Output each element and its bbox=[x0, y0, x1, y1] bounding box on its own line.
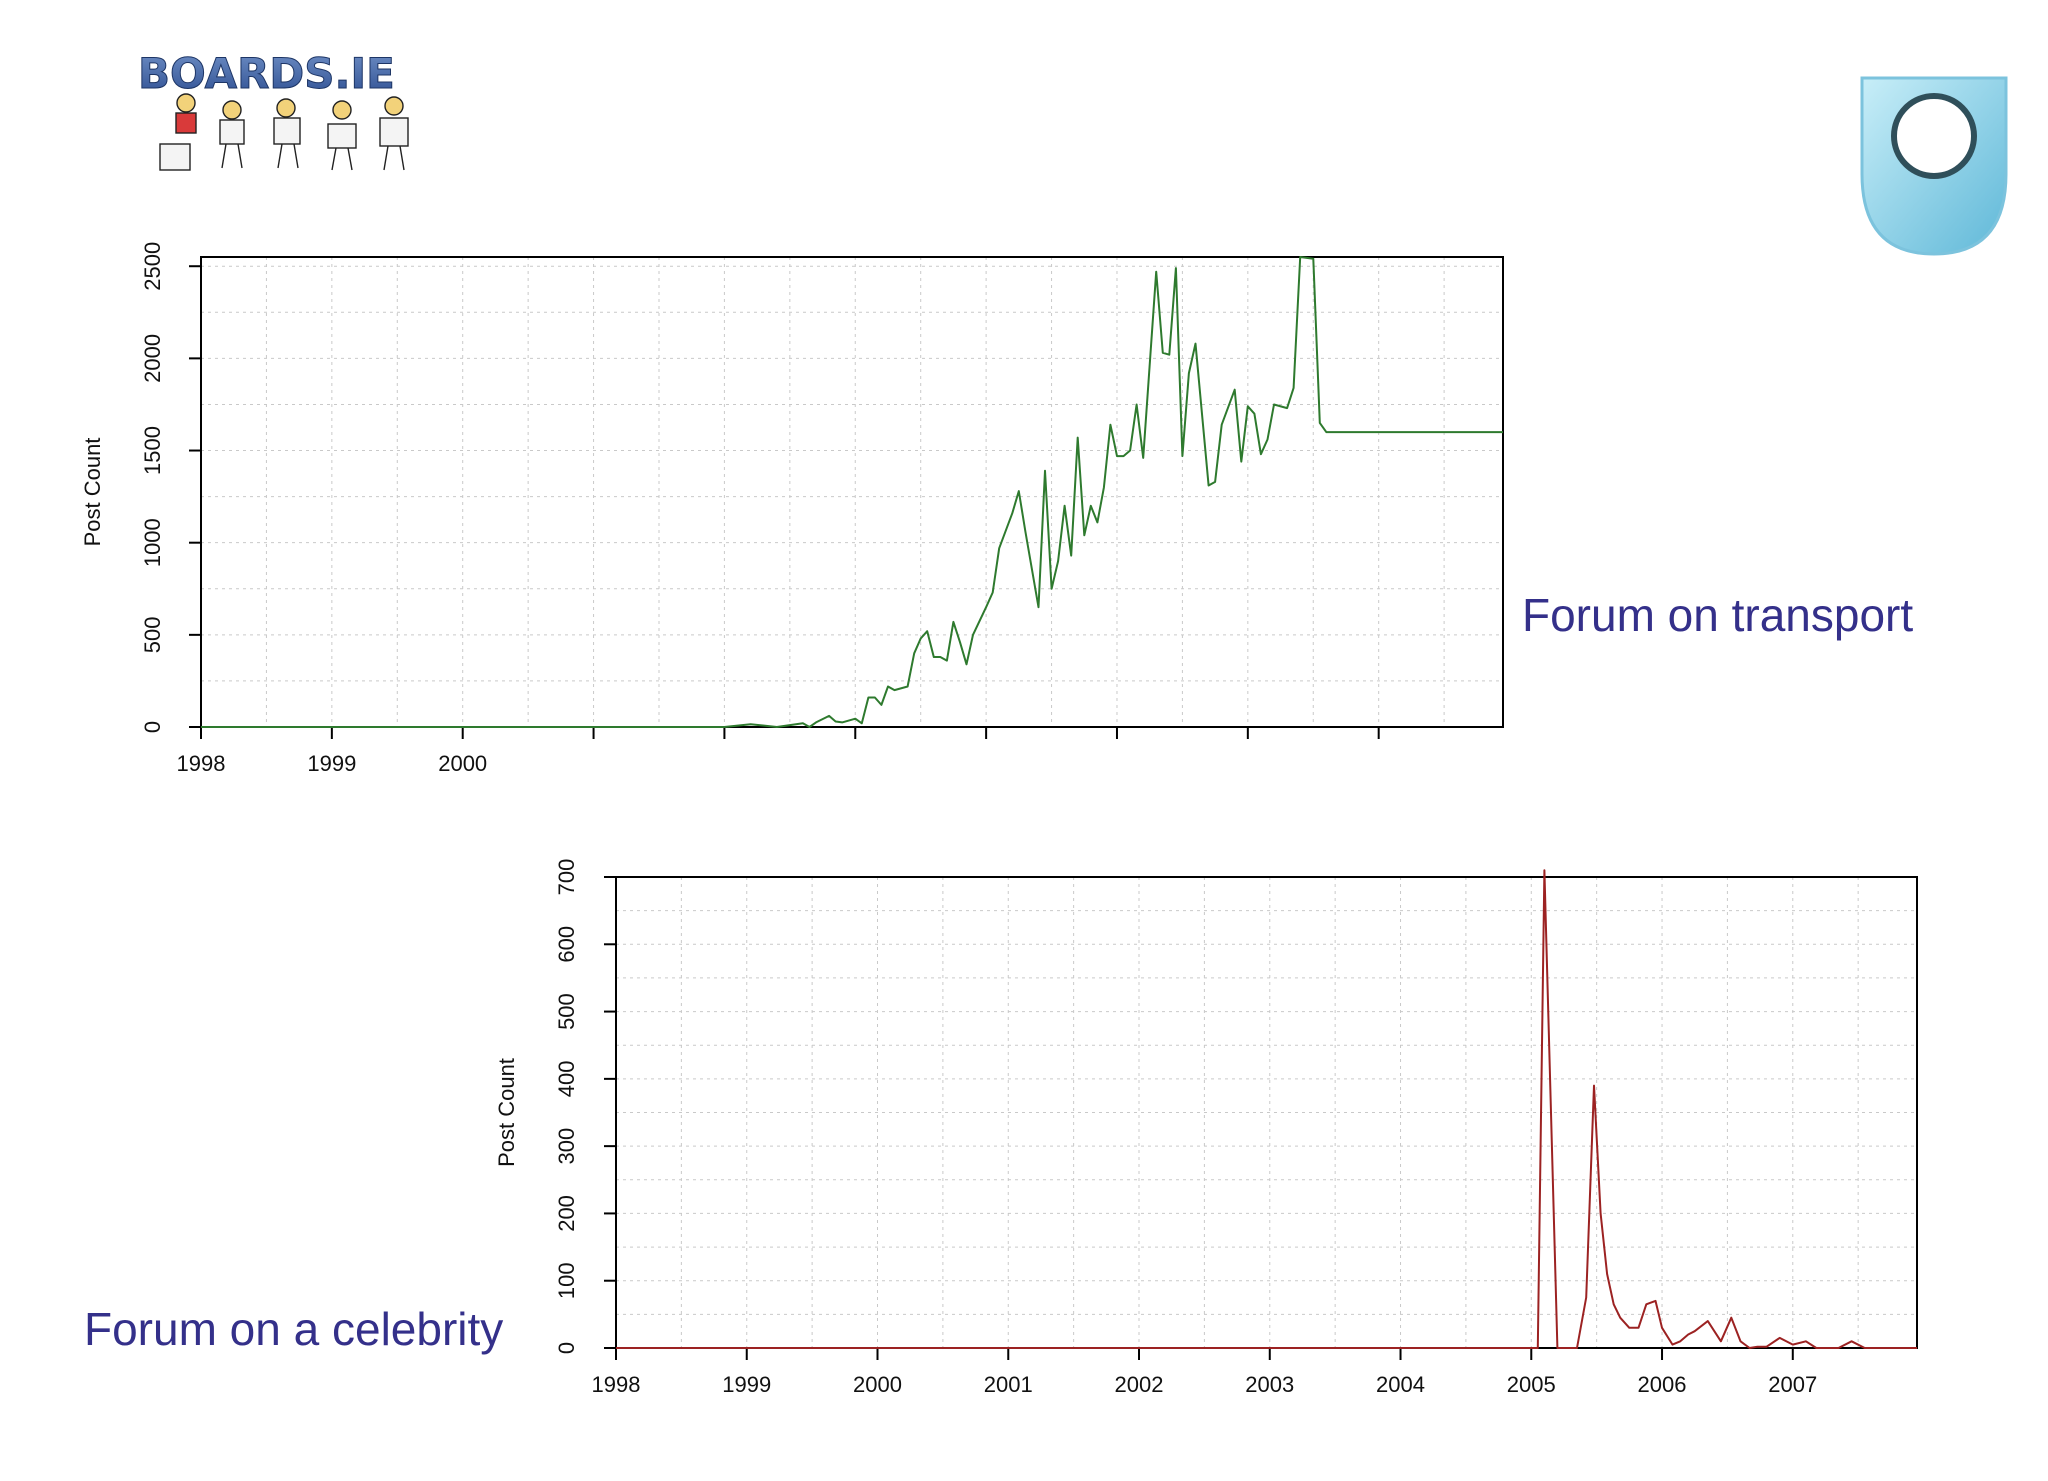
boards-ie-logo: BOARDS.IE bbox=[138, 49, 409, 171]
x-tick-label: 2003 bbox=[1245, 1372, 1294, 1397]
x-tick-label: 2002 bbox=[1115, 1372, 1164, 1397]
y-tick-label: 600 bbox=[554, 926, 579, 963]
y-tick-label: 1500 bbox=[140, 426, 165, 475]
y-tick-label: 0 bbox=[140, 721, 165, 733]
series-line-transport bbox=[201, 256, 1503, 728]
y-tick-label: 2500 bbox=[140, 242, 165, 291]
y-tick-label: 300 bbox=[554, 1128, 579, 1165]
y-tick-label: 200 bbox=[554, 1195, 579, 1232]
series-line-celebrity bbox=[616, 869, 1917, 1349]
y-tick-label: 500 bbox=[140, 616, 165, 653]
logo-title: BOARDS.IE bbox=[138, 49, 395, 98]
y-tick-label: 2000 bbox=[140, 334, 165, 383]
x-tick-label: 2001 bbox=[984, 1372, 1033, 1397]
y-axis-title-transport: Post Count bbox=[80, 438, 105, 547]
x-tick-label: 2005 bbox=[1507, 1372, 1556, 1397]
y-tick-label: 100 bbox=[554, 1262, 579, 1299]
logo-figures bbox=[159, 93, 409, 171]
open-university-logo bbox=[1860, 76, 2008, 256]
x-tick-label: 1999 bbox=[722, 1372, 771, 1397]
x-tick-label: 2004 bbox=[1376, 1372, 1425, 1397]
x-tick-label: 1998 bbox=[177, 751, 226, 776]
caption-transport: Forum on transport bbox=[1522, 589, 1914, 641]
x-tick-label: 2000 bbox=[438, 751, 487, 776]
y-tick-label: 700 bbox=[554, 859, 579, 896]
y-tick-label: 500 bbox=[554, 993, 579, 1030]
caption-celebrity: Forum on a celebrity bbox=[84, 1303, 504, 1355]
y-tick-label: 400 bbox=[554, 1060, 579, 1097]
plot-frame-celebrity bbox=[615, 876, 1918, 1349]
y-tick-label: 0 bbox=[554, 1342, 579, 1354]
y-axis-title-celebrity: Post Count bbox=[494, 1058, 519, 1167]
x-tick-label: 2006 bbox=[1638, 1372, 1687, 1397]
x-tick-label: 1999 bbox=[307, 751, 356, 776]
plot-frame-transport bbox=[200, 256, 1504, 728]
x-tick-label: 2007 bbox=[1768, 1372, 1817, 1397]
x-tick-label: 2000 bbox=[853, 1372, 902, 1397]
y-tick-label: 1000 bbox=[140, 518, 165, 567]
x-tick-label: 1998 bbox=[592, 1372, 641, 1397]
